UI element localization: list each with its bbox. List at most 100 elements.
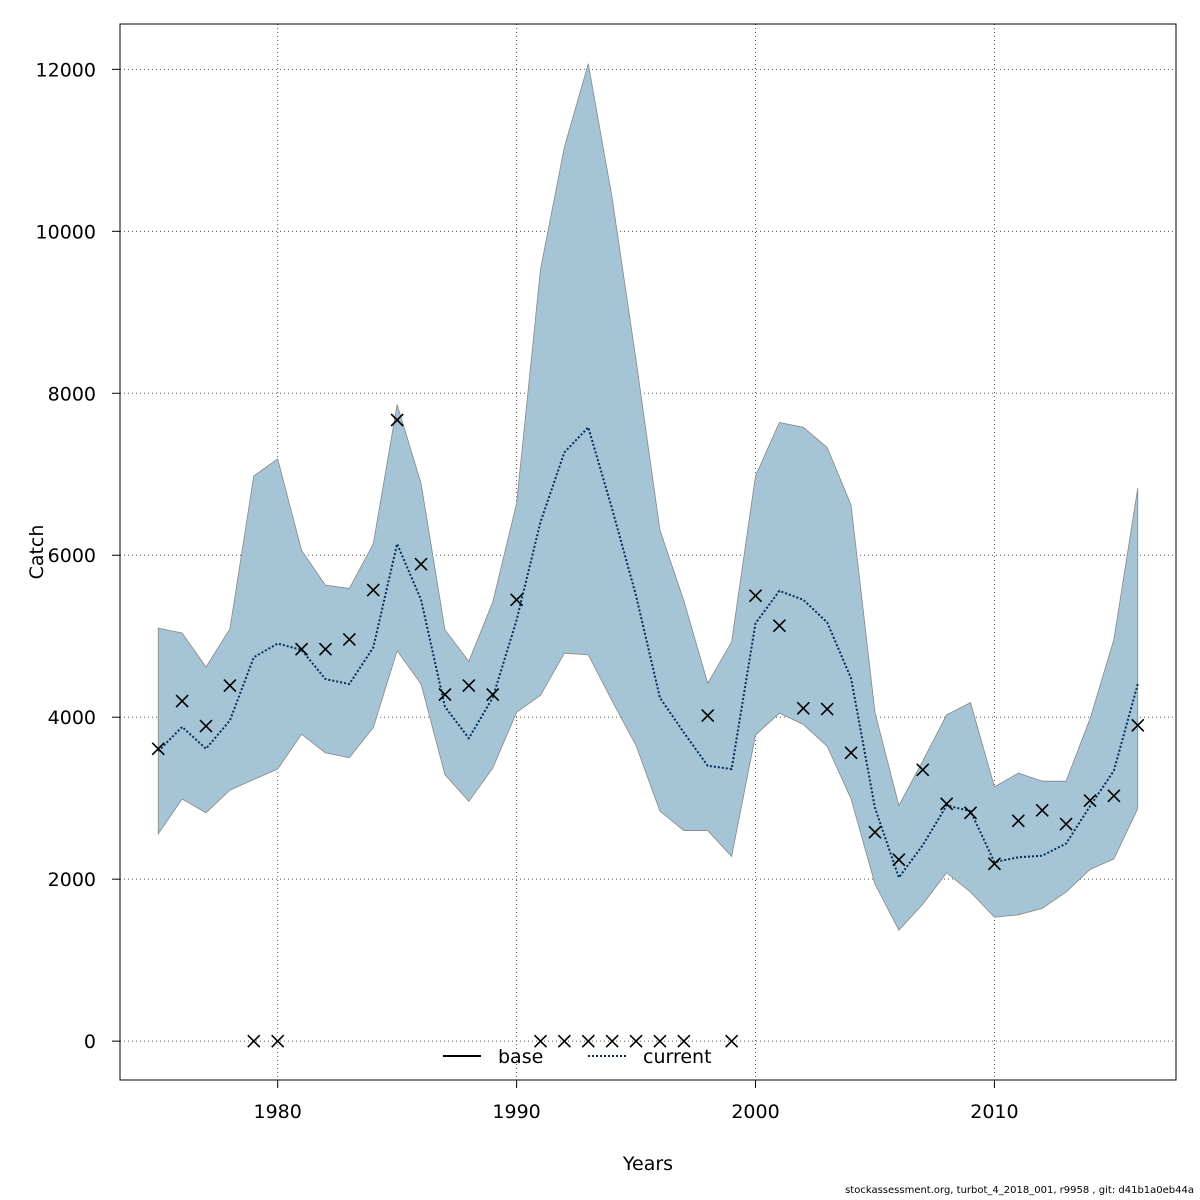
observed-point <box>295 642 309 656</box>
observed-point-stroke <box>820 702 834 716</box>
legend-label-current: current <box>643 1046 712 1068</box>
observed-point-stroke <box>342 632 356 647</box>
observed-point <box>223 679 237 693</box>
observed-point-stroke <box>1083 794 1097 808</box>
observed-point <box>653 1034 667 1048</box>
observed-point <box>581 1034 595 1048</box>
observed-point <box>462 679 476 693</box>
y-tick-label: 4000 <box>48 707 96 729</box>
observed-point <box>199 719 213 733</box>
observed-point-stroke <box>796 701 810 715</box>
observed-point-stroke <box>271 1034 285 1048</box>
observed-point <box>390 413 404 427</box>
y-axis-title: Catch <box>26 525 48 580</box>
observed-point <box>247 1034 261 1048</box>
observed-point <box>868 825 882 839</box>
observed-point <box>438 687 452 702</box>
observed-point <box>318 642 333 656</box>
observed-point-stroke <box>748 589 763 603</box>
observed-point-stroke <box>175 694 189 708</box>
observed-point-stroke <box>629 1034 643 1048</box>
observed-point <box>366 583 380 597</box>
observed-point <box>557 1034 571 1048</box>
observed-point-stroke <box>940 797 954 811</box>
observed-point-stroke <box>963 806 978 820</box>
observed-point <box>271 1034 285 1048</box>
observed-point <box>844 746 858 760</box>
x-tick-label: 2000 <box>731 1101 779 1123</box>
observed-point <box>820 702 834 716</box>
observed-point <box>916 763 930 777</box>
observed-point <box>629 1034 643 1048</box>
x-axis-title: Years <box>622 1153 673 1175</box>
observed-point <box>1131 718 1145 732</box>
plot-frame <box>119 23 1177 1081</box>
observed-point-stroke <box>987 857 1001 871</box>
observed-point <box>940 797 954 811</box>
observed-point-stroke <box>916 763 930 777</box>
observed-point-stroke <box>438 687 452 702</box>
observed-point <box>1059 817 1073 831</box>
observed-point <box>414 557 428 571</box>
observed-point <box>510 593 524 607</box>
y-tick-label: 12000 <box>36 59 96 81</box>
observed-point-stroke <box>1011 814 1025 828</box>
observed-point-stroke <box>295 642 309 656</box>
observed-point-stroke <box>772 619 786 633</box>
observed-point-stroke <box>725 1034 739 1048</box>
observed-point <box>772 619 786 633</box>
y-tick-label: 0 <box>84 1031 96 1053</box>
observed-point <box>175 694 189 708</box>
observed-point-stroke <box>462 679 476 693</box>
observed-point <box>796 701 810 715</box>
observed-point <box>1011 814 1025 828</box>
observed-point-stroke <box>844 746 858 760</box>
y-tick-label: 10000 <box>36 221 96 243</box>
observed-point-stroke <box>677 1034 691 1048</box>
observed-point-stroke <box>653 1034 667 1048</box>
observed-point <box>748 589 763 603</box>
observed-point <box>1035 803 1049 817</box>
observed-point-stroke <box>1131 718 1145 732</box>
observed-point <box>963 806 978 820</box>
observed-point-stroke <box>318 642 333 656</box>
observed-point-stroke <box>605 1034 619 1048</box>
observed-point-stroke <box>1107 789 1121 803</box>
observed-point <box>677 1034 691 1048</box>
observed-point <box>605 1034 619 1048</box>
footer-credit: stockassessment.org, turbot_4_2018_001, … <box>845 1185 1194 1196</box>
y-tick-label: 2000 <box>48 869 96 891</box>
observed-point-stroke <box>247 1034 261 1048</box>
x-tick-label: 1980 <box>254 1101 302 1123</box>
observed-point-stroke <box>892 853 906 867</box>
observed-point-stroke <box>199 719 213 733</box>
observed-point <box>1083 794 1097 808</box>
observed-point-stroke <box>533 1034 548 1048</box>
observed-point <box>1107 789 1121 803</box>
observed-point <box>486 687 500 702</box>
observed-point <box>725 1034 739 1048</box>
observed-point <box>342 632 356 647</box>
observed-point-stroke <box>581 1034 595 1048</box>
observed-point <box>151 742 165 756</box>
observed-point <box>701 709 715 723</box>
axes: 1980 1990 2000 2010 0 2000 4000 6000 8000 10000 12… <box>36 59 1019 1123</box>
y-tick-label: 6000 <box>48 545 96 567</box>
observed-point-stroke <box>223 679 237 693</box>
observed-point-stroke <box>486 687 500 702</box>
observed-point-stroke <box>366 583 380 597</box>
x-tick-label: 1990 <box>492 1101 540 1123</box>
confidence-band <box>157 63 1139 931</box>
observed-point-stroke <box>151 742 165 756</box>
observed-points <box>151 413 1145 1048</box>
observed-point <box>533 1034 548 1048</box>
observed-point-stroke <box>701 709 715 723</box>
observed-point-stroke <box>1059 817 1073 831</box>
confidence-band-area <box>157 63 1139 931</box>
observed-point <box>892 853 906 867</box>
legend: base current <box>443 1046 712 1068</box>
y-tick-label: 8000 <box>48 383 96 405</box>
observed-point-stroke <box>414 557 428 571</box>
observed-point-stroke <box>557 1034 571 1048</box>
x-tick-label: 2010 <box>970 1101 1018 1123</box>
